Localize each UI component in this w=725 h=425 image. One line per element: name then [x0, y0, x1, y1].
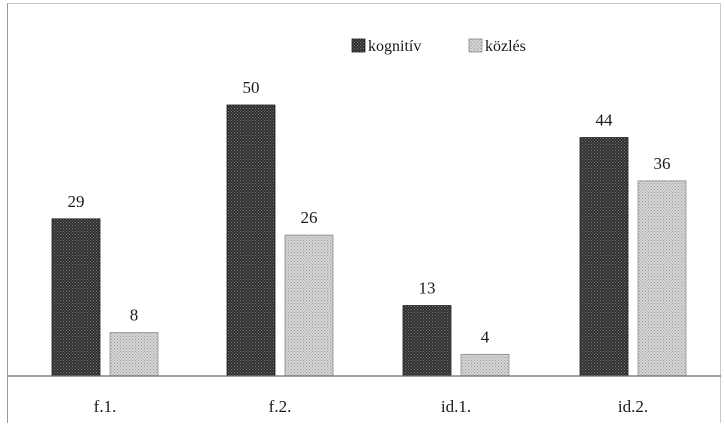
- bar-közlés-id.2.: [637, 180, 687, 377]
- legend: kognitív közlés: [351, 38, 526, 55]
- chart-frame: [7, 3, 721, 423]
- legend-label-kognitív: kognitív: [368, 38, 421, 55]
- x-tick-label: f.2.: [269, 397, 292, 416]
- legend-label-közlés: közlés: [485, 38, 526, 55]
- data-label-kognitív-f.1.: 29: [68, 192, 85, 211]
- bar-kognitív-f.2.: [226, 104, 276, 377]
- x-tick-labels-group: f.1. f.2. id.1. id.2.: [94, 397, 648, 416]
- data-label-közlés-id.2.: 36: [654, 154, 671, 173]
- data-label-kognitív-f.2.: 50: [243, 78, 260, 97]
- data-label-közlés-f.1.: 8: [130, 306, 139, 325]
- data-label-közlés-f.2.: 26: [301, 208, 318, 227]
- legend-swatch-közlés: [468, 38, 483, 53]
- bar-kognitív-id.2.: [579, 137, 629, 377]
- legend-swatch-kognitív: [351, 38, 366, 53]
- bar-közlés-f.1.: [109, 332, 159, 377]
- x-tick-label: f.1.: [94, 397, 117, 416]
- data-label-kognitív-id.2.: 44: [596, 111, 614, 130]
- data-label-kognitív-id.1.: 13: [419, 279, 436, 298]
- bar-kognitív-id.1.: [402, 305, 452, 377]
- bar-kognitív-f.1.: [51, 218, 101, 377]
- bars-group: [51, 104, 687, 377]
- data-label-közlés-id.1.: 4: [481, 327, 490, 346]
- x-tick-label: id.2.: [618, 397, 648, 416]
- bar-közlés-id.1.: [460, 353, 510, 377]
- bar-közlés-f.2.: [284, 234, 334, 377]
- x-tick-label: id.1.: [441, 397, 471, 416]
